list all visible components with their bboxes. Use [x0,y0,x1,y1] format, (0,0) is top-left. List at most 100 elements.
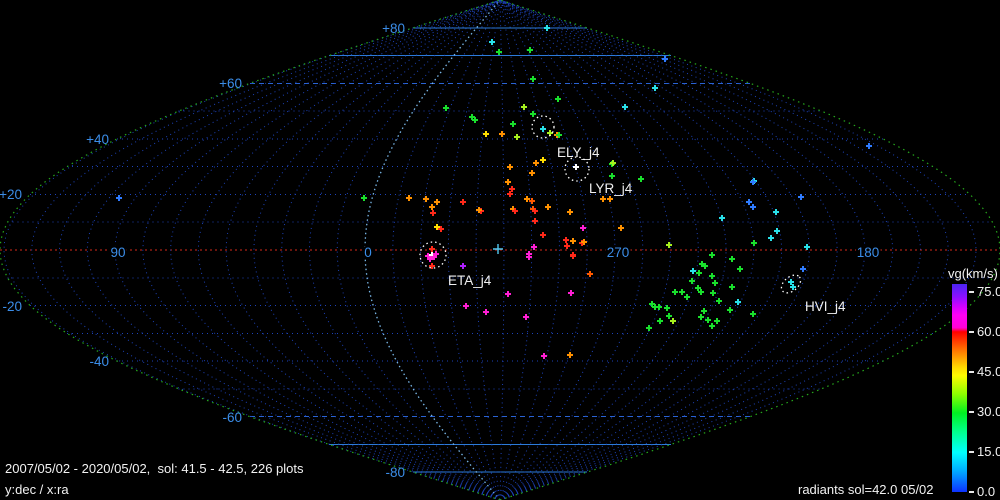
data-point [804,244,810,250]
center-marker [493,244,503,254]
data-point [610,160,616,166]
data-point [567,209,573,215]
data-point [527,47,533,53]
data-point [788,279,794,285]
data-point [666,242,672,248]
data-point [460,263,466,269]
data-point [434,224,440,230]
grid-meridian [499,0,644,500]
grid-meridian [499,0,560,500]
grid-meridian [499,0,755,500]
data-point [564,243,570,249]
data-point [652,85,658,91]
data-point [698,289,704,295]
data-point [712,280,718,286]
grid-meridian [499,0,838,500]
grid-meridian [499,0,810,500]
data-point [427,256,433,262]
radiants-sol-text: radiants sol=42.0 05/02 [798,482,934,497]
data-point [709,252,715,258]
axes-mapping-text: y:dec / x:ra [5,482,69,497]
data-point [570,253,576,259]
data-point [529,198,535,204]
grid-meridian [499,0,922,500]
data-point [545,204,551,210]
ra-axis-label: 0 [364,245,372,260]
data-point [774,228,780,234]
data-point [570,238,576,244]
data-point [507,164,513,170]
colorbar-tick-label: 60.0 [977,324,1000,339]
grid-meridian [170,0,501,500]
data-point [438,226,444,232]
grid-meridian [475,0,501,500]
data-point [735,299,741,305]
grid-meridian [499,0,505,500]
shower-label: ELY_j4 [557,145,600,160]
data-point [656,304,662,310]
colorbar-tick [969,491,974,493]
shower-label: ETA_j4 [448,273,492,288]
dec-axis-label: +20 [0,187,22,202]
ra0-meridian [364,0,501,500]
data-point [657,318,663,324]
data-point [472,117,478,123]
colorbar-gradient [952,284,967,492]
colorbar-tick-label: 75.0 [977,284,1000,299]
data-point [540,232,546,238]
data-point [790,284,796,290]
shower-label: HVI_j4 [805,299,846,314]
data-point [573,164,579,170]
data-point [798,194,804,200]
data-point [695,285,701,291]
data-point [737,266,743,272]
dec-axis-label: -80 [385,465,405,480]
data-point [607,196,613,202]
grid-meridian [225,0,501,500]
data-point [705,317,711,323]
data-point [361,195,367,201]
data-point [568,290,574,296]
data-point [729,284,735,290]
dec-axis-label: +80 [382,21,405,36]
data-point [423,196,429,202]
dec-axis-label: +60 [219,76,242,91]
data-point [530,111,536,117]
data-point [646,325,652,331]
data-point [618,225,624,231]
grid-meridian [86,0,501,500]
grid-meridian [3,0,501,500]
data-point [679,289,685,295]
ra-axis-label: 270 [607,245,630,260]
data-point [746,199,752,205]
data-point [531,244,537,250]
data-point [489,39,495,45]
grid-meridian [281,0,501,500]
data-point [664,305,670,311]
colorbar-tick [969,411,974,413]
data-point [434,199,440,205]
data-point [533,160,539,166]
data-point [483,131,489,137]
colorbar-tick [969,291,974,293]
data-point [698,314,704,320]
data-point [430,210,436,216]
data-point [510,121,516,127]
data-point [684,294,690,300]
dec-axis-label: +40 [86,132,109,147]
grid-meridian [420,0,501,500]
dec-axis-label: -60 [222,410,242,425]
grid-meridian [392,0,501,500]
data-point [555,96,561,102]
data-point [710,290,716,296]
data-point [866,143,872,149]
data-point [580,225,586,231]
grid-meridian [142,0,501,500]
data-point [496,49,502,55]
ra-axis-label: 180 [857,245,880,260]
colorbar-title: vg(km/s) [948,266,998,281]
data-point [526,254,532,260]
data-point [666,313,672,319]
data-point [541,353,547,359]
